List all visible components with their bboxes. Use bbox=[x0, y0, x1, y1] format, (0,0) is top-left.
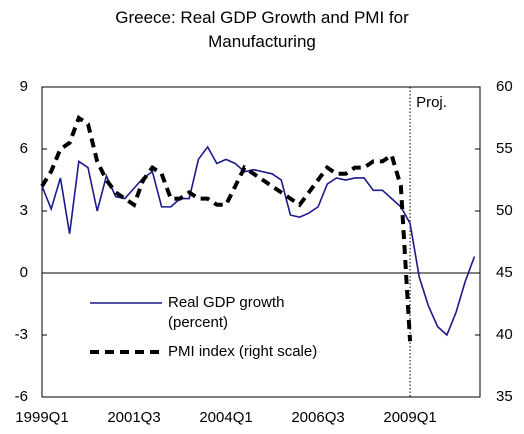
y2-tick-label: 45 bbox=[496, 264, 513, 281]
y-tick-label: 0 bbox=[20, 264, 28, 281]
y-tick-label: -3 bbox=[15, 326, 28, 343]
series-line bbox=[41, 145, 476, 337]
x-tick-label: 2009Q1 bbox=[383, 409, 436, 426]
y-tick-label: -6 bbox=[15, 388, 28, 405]
chart-title: Greece: Real GDP Growth and PMI for Manu… bbox=[115, 8, 409, 51]
plot-frame bbox=[41, 86, 481, 398]
y2-tick-label: 50 bbox=[496, 202, 513, 219]
y-tick-label: 3 bbox=[20, 202, 28, 219]
legend-label: Real GDP growth (percent) bbox=[168, 294, 285, 331]
y2-tick-label: 60 bbox=[496, 78, 513, 95]
y-tick-label: 6 bbox=[20, 140, 28, 157]
series-line bbox=[40, 114, 413, 342]
y2-tick-label: 55 bbox=[496, 140, 513, 157]
y2-tick-label: 40 bbox=[496, 326, 513, 343]
x-tick-label: 2004Q1 bbox=[199, 409, 252, 426]
legend-label: PMI index (right scale) bbox=[168, 343, 318, 360]
x-tick-label: 2006Q3 bbox=[291, 409, 344, 426]
y-tick-label: 9 bbox=[20, 78, 28, 95]
annotation: Proj. bbox=[416, 94, 447, 111]
y2-tick-label: 35 bbox=[496, 388, 513, 405]
x-tick-label: 1999Q1 bbox=[15, 409, 68, 426]
x-tick-label: 2001Q3 bbox=[107, 409, 160, 426]
